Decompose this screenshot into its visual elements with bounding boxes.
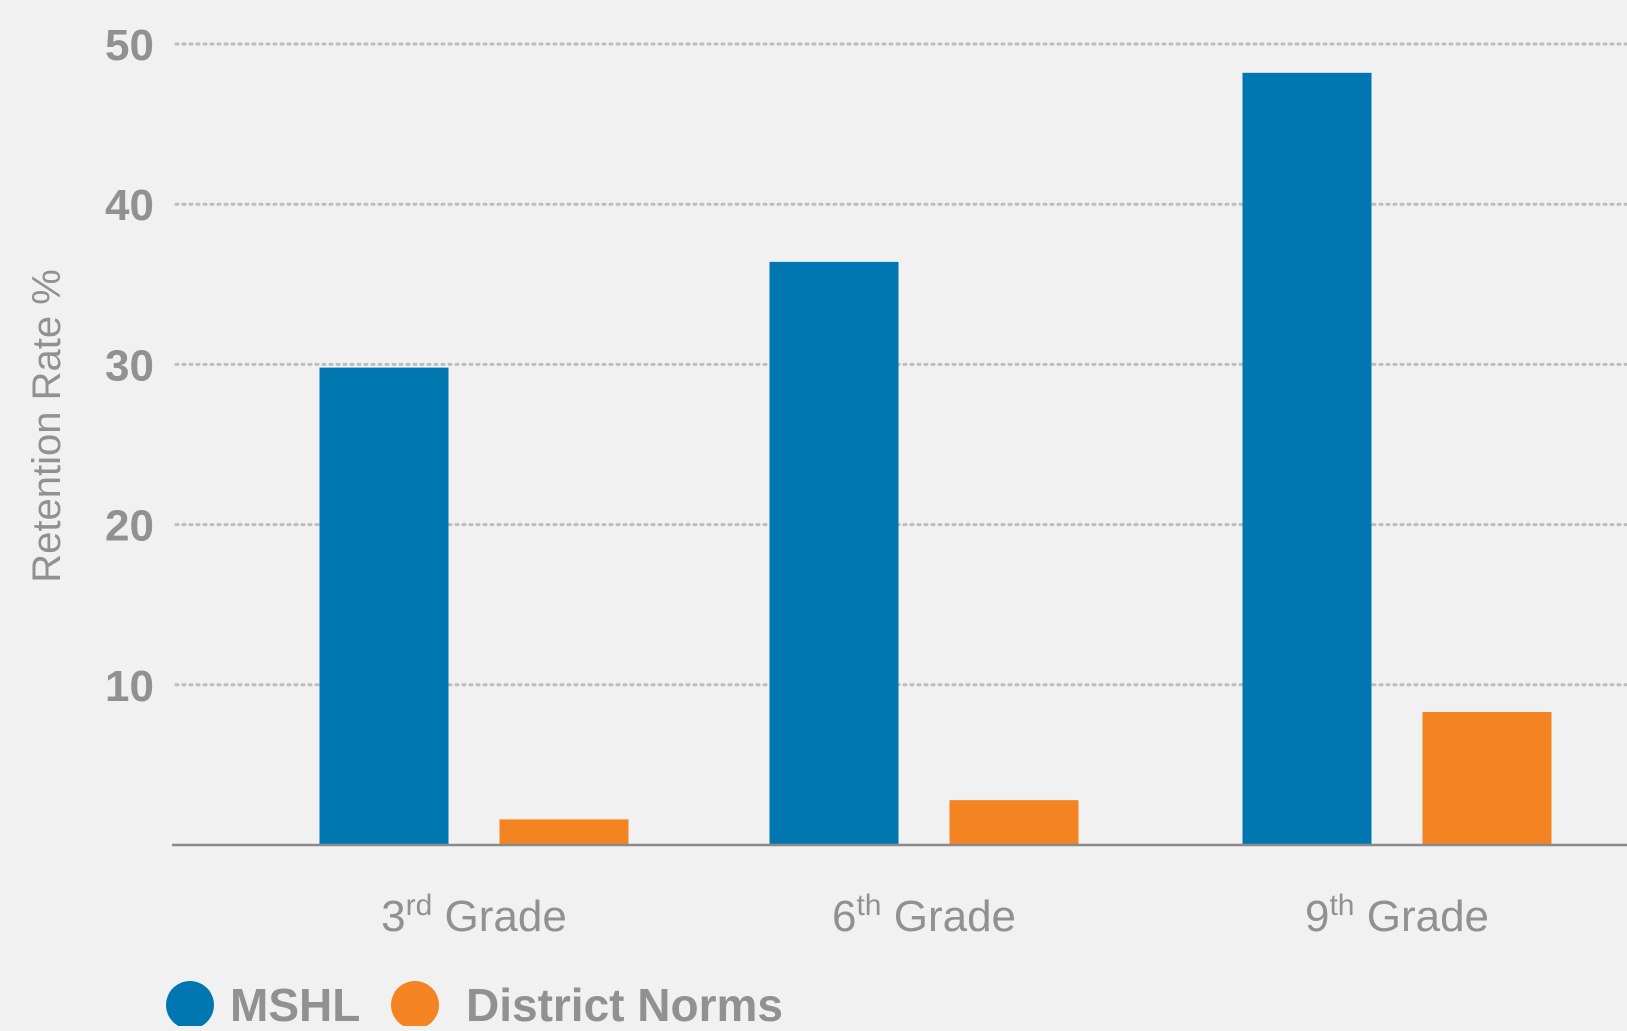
bar-mshl-3 xyxy=(1242,72,1372,845)
x-tick-label: 6th Grade xyxy=(832,889,1016,941)
x-tick-label: 3rd Grade xyxy=(381,889,567,941)
legend-marker-district-norms xyxy=(391,981,439,1029)
y-tick-label: 10 xyxy=(105,662,154,711)
x-tick-label-superscript: th xyxy=(856,889,881,922)
bar-district-norms-1 xyxy=(499,819,629,845)
legend-label: District Norms xyxy=(466,979,783,1026)
x-tick-label-text: Grade xyxy=(432,892,567,941)
y-axis-label: Retention Rate % xyxy=(25,269,69,583)
y-tick-label: 20 xyxy=(105,502,154,551)
legend-marker-mshl xyxy=(166,981,214,1029)
y-tick-label: 30 xyxy=(105,341,154,390)
bar-mshl-1 xyxy=(319,367,449,845)
bar-district-norms-3 xyxy=(1422,712,1552,845)
x-tick-label-superscript: rd xyxy=(406,889,433,922)
y-tick-label: 50 xyxy=(105,21,154,70)
x-tick-label-text: Grade xyxy=(1355,892,1490,941)
x-tick-label-text: Grade xyxy=(882,892,1017,941)
bars xyxy=(319,72,1552,845)
y-tick-labels: 10 20 30 40 50 xyxy=(105,21,154,711)
y-tick-label: 40 xyxy=(105,181,154,230)
x-tick-label: 9th Grade xyxy=(1305,889,1489,941)
legend-label: MSHL xyxy=(230,979,360,1026)
x-tick-label-number: 9 xyxy=(1305,892,1329,941)
x-tick-label-number: 3 xyxy=(381,892,405,941)
x-tick-labels: 3rd Grade 6th Grade 9th Grade xyxy=(381,889,1489,941)
x-tick-label-superscript: th xyxy=(1329,889,1354,922)
legend: MSHL District Norms xyxy=(166,979,783,1031)
bar-district-norms-2 xyxy=(949,800,1079,845)
bar-mshl-2 xyxy=(769,261,899,845)
x-tick-label-number: 6 xyxy=(832,892,856,941)
